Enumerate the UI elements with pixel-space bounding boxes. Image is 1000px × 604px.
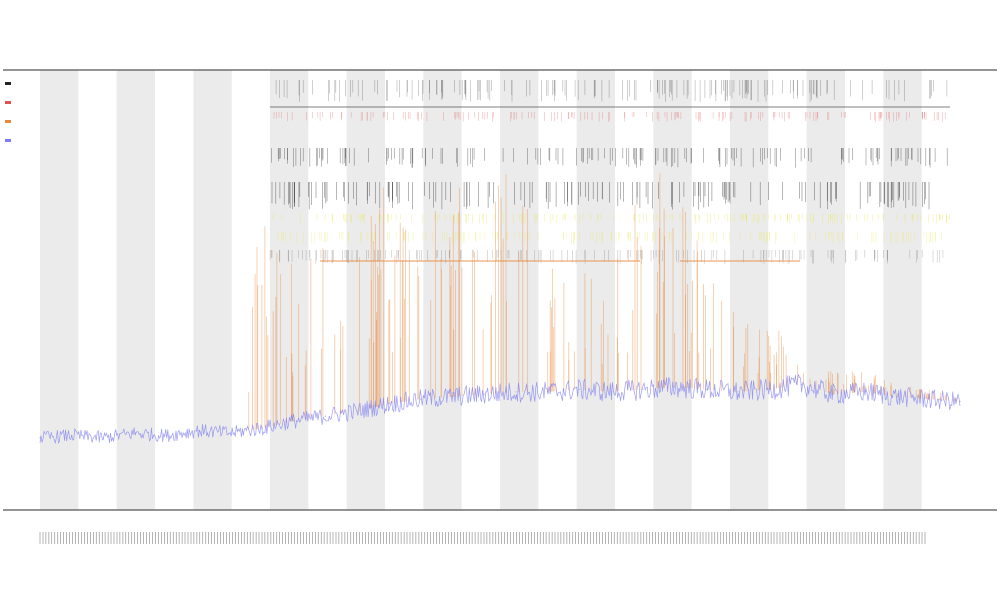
main-series-point xyxy=(102,437,104,439)
main-series-point xyxy=(642,388,644,390)
event-ribbons xyxy=(269,80,950,264)
background-band xyxy=(500,70,539,510)
main-series-point xyxy=(39,437,41,439)
main-series-point xyxy=(864,391,866,393)
legend xyxy=(5,82,11,142)
main-series-group xyxy=(39,374,961,444)
main-series-point xyxy=(198,430,200,432)
legend-swatch xyxy=(5,101,11,104)
main-series-point xyxy=(229,432,231,434)
x-tick-labels xyxy=(39,532,926,544)
background-band xyxy=(423,70,462,510)
background-band xyxy=(40,70,79,510)
axes xyxy=(3,69,997,511)
main-series-point xyxy=(388,403,390,405)
legend-swatch xyxy=(5,139,11,142)
spike-series-group xyxy=(248,173,957,431)
main-series-point xyxy=(547,391,549,393)
legend-swatch xyxy=(5,82,11,85)
legend-swatch xyxy=(5,120,11,123)
main-series-point xyxy=(324,415,327,417)
background-bands xyxy=(40,70,922,510)
main-series-point xyxy=(673,386,676,388)
main-series-point xyxy=(832,393,834,395)
main-series-point xyxy=(927,398,929,400)
background-band xyxy=(193,70,232,510)
background-band xyxy=(883,70,922,510)
background-band xyxy=(116,70,155,510)
main-series-point xyxy=(737,391,739,393)
main-series-point xyxy=(959,400,961,403)
main-series-point xyxy=(515,391,517,393)
main-series-point xyxy=(420,398,422,400)
main-series-point xyxy=(610,391,612,393)
main-series-point xyxy=(705,388,707,390)
main-series-point xyxy=(483,393,485,395)
main-series-point xyxy=(293,420,295,422)
main-series-point xyxy=(166,434,168,436)
main-series-point xyxy=(356,410,358,412)
background-band xyxy=(576,70,615,510)
main-series-line xyxy=(39,374,961,444)
background-band xyxy=(270,70,309,510)
main-series-point xyxy=(451,396,453,398)
background-band xyxy=(730,70,769,510)
background-band xyxy=(346,70,385,510)
main-series-point xyxy=(134,432,136,434)
main-series-point xyxy=(769,388,771,390)
main-series-point xyxy=(800,384,803,386)
main-series-point xyxy=(71,434,73,436)
main-series-point xyxy=(578,388,580,390)
main-series-point xyxy=(896,396,898,398)
background-band xyxy=(806,70,845,510)
main-series-point xyxy=(261,427,263,429)
